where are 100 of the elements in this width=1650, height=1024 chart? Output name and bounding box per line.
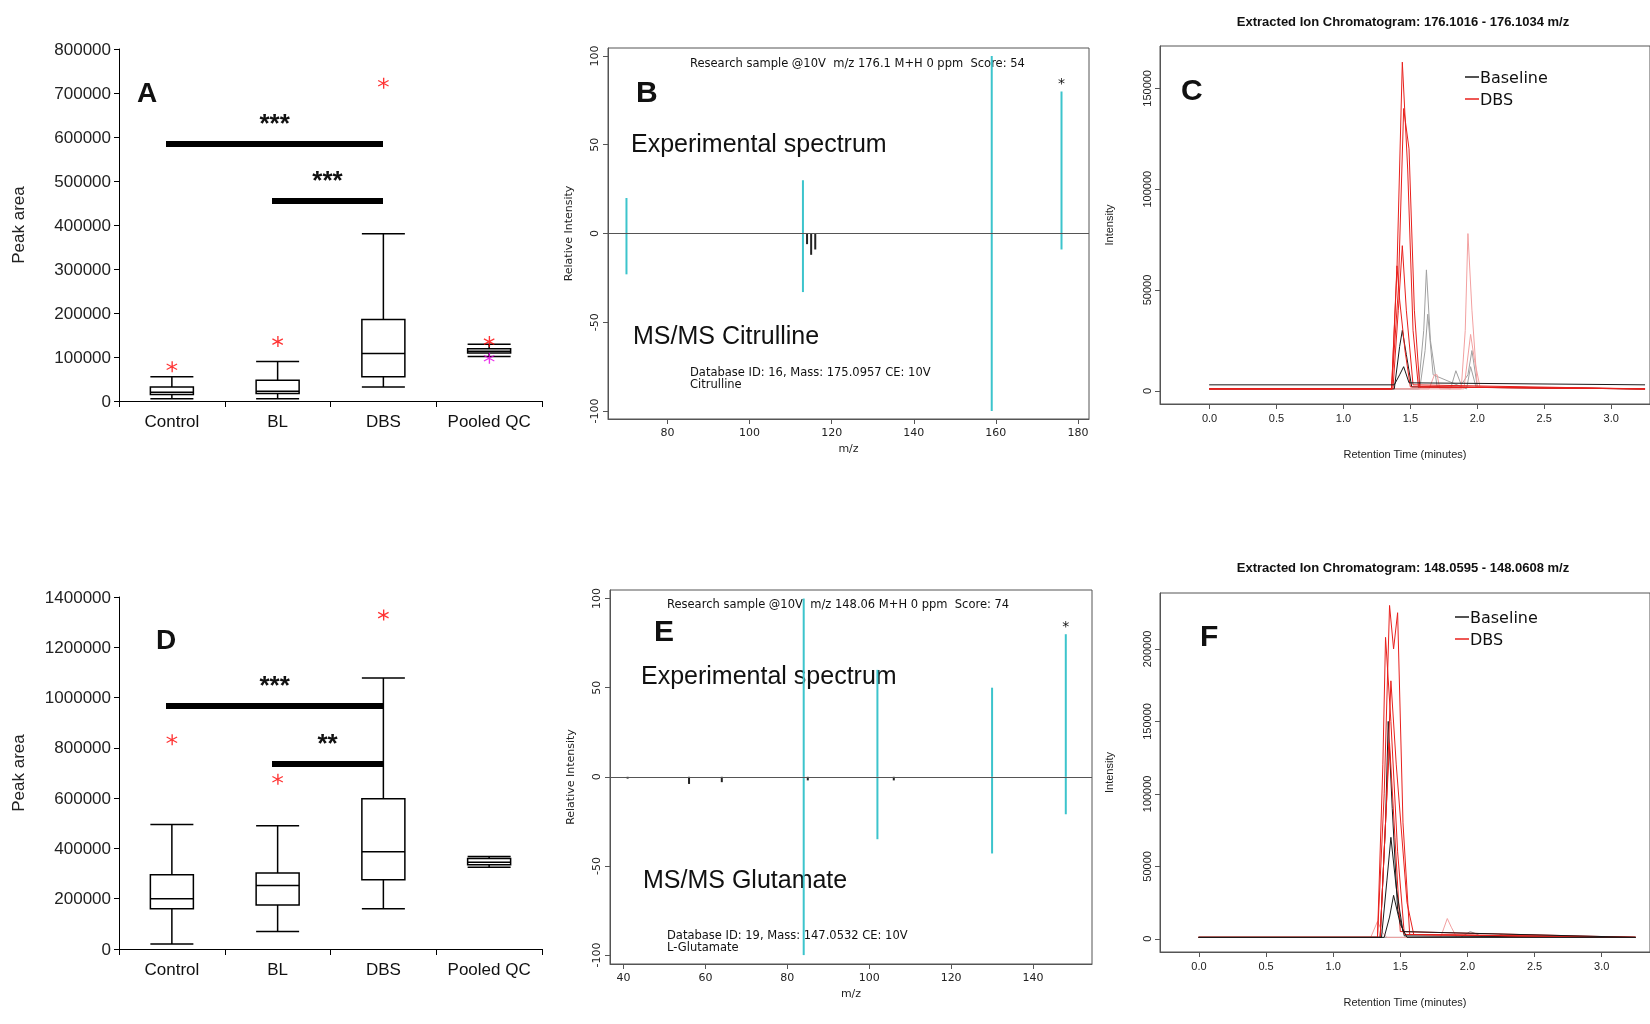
annotation: *** bbox=[259, 670, 291, 700]
x-axis-title: Retention Time (minutes) bbox=[1343, 995, 1467, 1008]
y-tick-label: 150000 bbox=[1140, 703, 1153, 740]
y-tick-label: 700000 bbox=[54, 83, 111, 103]
y-tick-label: 600000 bbox=[54, 788, 111, 808]
y-tick-label: 200000 bbox=[1140, 630, 1153, 668]
annotation: *** bbox=[259, 108, 291, 138]
y-tick-label: 1400000 bbox=[44, 587, 111, 607]
annotation: Citrulline bbox=[690, 377, 742, 391]
annotation: Database ID: 16, Mass: 175.0957 CE: 10V bbox=[690, 365, 931, 379]
annotation: Research sample @10V m/z 148.06 M+H 0 ppm Score: 74 bbox=[667, 597, 1010, 611]
x-tick-label: 2.0 bbox=[1459, 959, 1476, 972]
y-tick-label: 300000 bbox=[54, 259, 111, 279]
annotation: C bbox=[1181, 72, 1203, 106]
x-tick-label: 1.0 bbox=[1325, 959, 1341, 972]
y-tick-label: 100 bbox=[588, 45, 601, 67]
y-tick-label: 100 bbox=[590, 588, 603, 610]
x-tick-label: 1.5 bbox=[1402, 411, 1418, 424]
y-tick-label: 100000 bbox=[1140, 170, 1153, 208]
x-tick-label: 180 bbox=[1067, 426, 1089, 439]
annotation: A bbox=[137, 76, 158, 108]
y-tick-label: 400000 bbox=[54, 215, 111, 235]
x-axis-title: m/z bbox=[838, 441, 859, 455]
x-tick-label: Pooled QC bbox=[447, 412, 531, 431]
legend-label: Baseline bbox=[1480, 67, 1548, 87]
y-tick-label: 150000 bbox=[1140, 70, 1153, 107]
x-tick-label: 140 bbox=[903, 426, 925, 439]
x-tick-label: DBS bbox=[365, 412, 401, 431]
y-tick-label: 800000 bbox=[54, 39, 111, 59]
x-tick-label: 2.5 bbox=[1526, 959, 1543, 972]
y-tick-label: 200000 bbox=[54, 889, 111, 909]
y-tick-label: 0 bbox=[588, 230, 601, 237]
y-tick-label: 100000 bbox=[1140, 775, 1153, 813]
legend-label: DBS bbox=[1480, 89, 1514, 109]
chart-title: Extracted Ion Chromatogram: 176.1016 - 176.1034 m/z bbox=[1236, 14, 1570, 29]
y-tick-label: 100000 bbox=[54, 347, 111, 367]
x-tick-label: Control bbox=[144, 960, 200, 979]
x-tick-label: DBS bbox=[365, 960, 401, 979]
x-tick-label: 1.0 bbox=[1335, 411, 1352, 424]
y-tick-label: 50000 bbox=[1140, 851, 1153, 882]
x-tick-label: 80 bbox=[660, 426, 675, 439]
y-tick-label: -50 bbox=[590, 856, 603, 875]
x-tick-label: 2.5 bbox=[1536, 411, 1552, 424]
x-tick-label: 0.5 bbox=[1268, 411, 1285, 424]
annotation: D bbox=[156, 623, 177, 655]
y-tick-label: 600000 bbox=[54, 127, 111, 147]
annotation: Experimental spectrum bbox=[631, 128, 887, 157]
x-tick-label: 120 bbox=[940, 971, 962, 984]
x-axis-title: Retention Time (minutes) bbox=[1343, 447, 1467, 460]
x-tick-label: 0.5 bbox=[1258, 959, 1274, 972]
y-tick-label: 50 bbox=[588, 137, 601, 152]
x-tick-label: 40 bbox=[616, 971, 631, 984]
y-axis-title: Intensity bbox=[1102, 751, 1115, 793]
x-tick-label: Pooled QC bbox=[447, 960, 531, 979]
y-tick-label: 400000 bbox=[54, 838, 111, 858]
x-tick-label: 100 bbox=[858, 971, 880, 984]
annotation: E bbox=[654, 613, 675, 647]
x-tick-label: BL bbox=[267, 412, 289, 431]
y-tick-label: -100 bbox=[590, 942, 603, 968]
x-tick-label: 160 bbox=[985, 426, 1007, 439]
x-tick-label: Control bbox=[144, 412, 200, 431]
y-tick-label: 50 bbox=[590, 680, 603, 695]
y-axis-title: Relative Intensity bbox=[562, 185, 575, 282]
y-tick-label: 0 bbox=[101, 939, 111, 959]
annotation: ** bbox=[317, 728, 339, 758]
x-tick-label: BL bbox=[267, 960, 289, 979]
y-tick-label: 1200000 bbox=[44, 637, 111, 657]
annotation: L-Glutamate bbox=[667, 940, 739, 954]
y-tick-label: 200000 bbox=[54, 303, 111, 323]
y-tick-label: 0 bbox=[590, 773, 603, 781]
x-tick-label: 3.0 bbox=[1594, 959, 1610, 972]
legend-label: Baseline bbox=[1470, 607, 1538, 627]
x-tick-label: 2.0 bbox=[1469, 411, 1485, 424]
y-tick-label: 0 bbox=[1140, 935, 1153, 942]
x-axis-title: m/z bbox=[840, 986, 862, 1000]
x-tick-label: 120 bbox=[821, 426, 843, 439]
y-tick-label: 0 bbox=[101, 391, 111, 411]
y-tick-label: 500000 bbox=[54, 171, 111, 191]
y-tick-label: -50 bbox=[588, 313, 601, 332]
y-axis-title: Peak area bbox=[9, 185, 28, 264]
x-tick-label: 100 bbox=[739, 426, 761, 439]
x-tick-label: 0.0 bbox=[1201, 411, 1218, 424]
y-tick-label: 50000 bbox=[1140, 274, 1153, 306]
legend-label: DBS bbox=[1470, 629, 1504, 649]
x-tick-label: 1.5 bbox=[1392, 959, 1408, 972]
y-tick-label: -100 bbox=[588, 398, 601, 424]
x-tick-label: 3.0 bbox=[1603, 411, 1619, 424]
y-tick-label: 0 bbox=[1140, 387, 1153, 394]
annotation: F bbox=[1200, 618, 1219, 652]
annotation: B bbox=[636, 74, 658, 108]
annotation: Database ID: 19, Mass: 147.0532 CE: 10V bbox=[667, 928, 908, 942]
annotation: MS/MS Citrulline bbox=[633, 320, 820, 349]
y-axis-title: Peak area bbox=[9, 733, 28, 812]
y-tick-label: 1000000 bbox=[44, 688, 111, 708]
annotation: *** bbox=[312, 165, 344, 195]
y-tick-label: 800000 bbox=[54, 738, 111, 758]
x-tick-label: 80 bbox=[780, 971, 795, 984]
annotation: * bbox=[1058, 75, 1065, 92]
chart-title: Extracted Ion Chromatogram: 148.0595 - 148.0608 m/z bbox=[1236, 560, 1570, 575]
x-tick-label: 60 bbox=[698, 971, 713, 984]
